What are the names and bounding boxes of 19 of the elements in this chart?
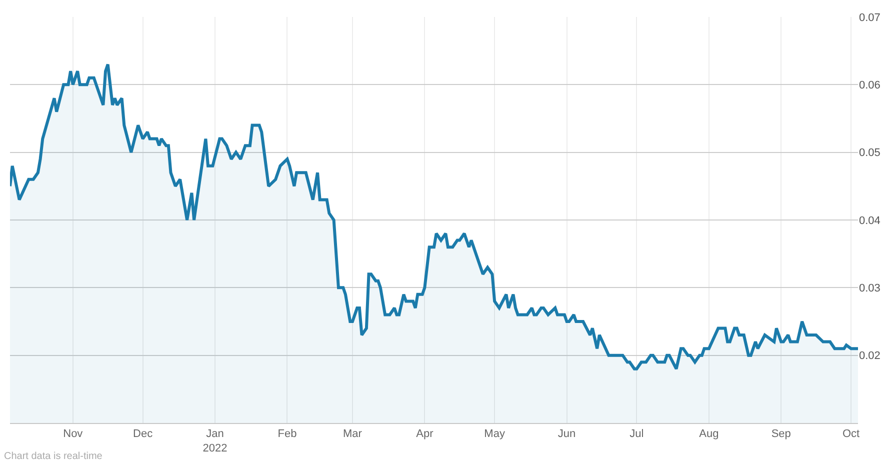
y-tick-label: 0.04 <box>859 214 880 227</box>
x-tick-label: Nov <box>63 428 84 440</box>
x-tick-label: Dec <box>133 428 154 440</box>
y-tick-label: 0.03 <box>859 282 880 295</box>
x-tick-label: May <box>484 428 506 440</box>
x-tick-label: Feb <box>278 428 297 440</box>
x-tick-label: Jul <box>630 428 644 440</box>
text: Chart data is real-time <box>4 451 103 462</box>
x-tick-label: Mar <box>342 428 362 440</box>
y-tick-label: 0.05 <box>859 147 880 160</box>
x-tick-label: Jan 2022 <box>202 428 228 454</box>
x-tick-label: Aug <box>699 428 719 440</box>
y-tick-label: 0.07 <box>859 12 880 24</box>
x-tick-label: Jun <box>558 428 576 440</box>
x-tick-label: Oct <box>842 428 860 440</box>
y-tick-label: 0.06 <box>859 80 880 92</box>
y-tick-label: 0.02 <box>859 350 880 362</box>
x-tick-label: Sep <box>771 428 791 440</box>
x-tick-label: Apr <box>416 428 434 440</box>
